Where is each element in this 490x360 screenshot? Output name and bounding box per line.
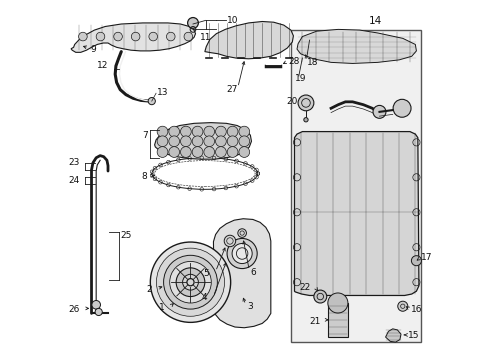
Text: 12: 12 <box>97 61 108 70</box>
Circle shape <box>169 136 179 147</box>
Text: 24: 24 <box>69 176 80 185</box>
Circle shape <box>227 147 238 157</box>
Circle shape <box>157 136 168 147</box>
Circle shape <box>238 229 246 237</box>
Text: 3: 3 <box>247 302 252 311</box>
Circle shape <box>216 136 226 147</box>
Text: 20: 20 <box>287 96 298 105</box>
Circle shape <box>227 126 238 137</box>
Text: 13: 13 <box>157 87 168 96</box>
Circle shape <box>180 136 191 147</box>
Circle shape <box>239 136 250 147</box>
Circle shape <box>96 32 105 41</box>
Polygon shape <box>386 329 401 342</box>
Circle shape <box>169 126 179 137</box>
Circle shape <box>328 293 348 313</box>
Bar <box>328 303 348 337</box>
Text: 11: 11 <box>200 33 212 42</box>
Circle shape <box>188 18 198 28</box>
Polygon shape <box>214 219 271 328</box>
Circle shape <box>239 126 250 137</box>
Circle shape <box>373 105 386 118</box>
Circle shape <box>169 147 179 157</box>
Text: 7: 7 <box>143 131 148 140</box>
Circle shape <box>412 256 421 266</box>
Polygon shape <box>294 132 419 296</box>
Circle shape <box>298 95 314 111</box>
Text: 23: 23 <box>69 158 80 167</box>
Circle shape <box>314 290 327 303</box>
Circle shape <box>92 301 100 309</box>
Polygon shape <box>155 123 251 159</box>
Text: 28: 28 <box>288 57 299 66</box>
Circle shape <box>95 309 102 316</box>
Circle shape <box>183 274 198 290</box>
Circle shape <box>204 126 215 137</box>
Circle shape <box>114 32 122 41</box>
Circle shape <box>78 32 87 41</box>
Text: 6: 6 <box>250 268 256 277</box>
Text: 25: 25 <box>120 231 132 240</box>
Circle shape <box>180 126 191 137</box>
Text: 16: 16 <box>411 305 422 314</box>
Text: 9: 9 <box>90 45 96 54</box>
Text: 18: 18 <box>307 58 318 67</box>
Text: 14: 14 <box>369 16 382 26</box>
Polygon shape <box>205 22 294 59</box>
Bar <box>291 30 421 342</box>
Circle shape <box>398 301 408 311</box>
Circle shape <box>192 126 203 137</box>
Circle shape <box>393 99 411 117</box>
Text: 19: 19 <box>295 75 307 84</box>
Polygon shape <box>297 30 416 63</box>
Circle shape <box>149 32 157 41</box>
Circle shape <box>180 147 191 157</box>
Circle shape <box>204 147 215 157</box>
Text: 21: 21 <box>310 317 321 326</box>
Circle shape <box>156 248 224 316</box>
Circle shape <box>227 238 257 269</box>
Circle shape <box>167 32 175 41</box>
Circle shape <box>148 98 155 105</box>
Circle shape <box>224 235 236 247</box>
Text: 17: 17 <box>421 253 432 262</box>
Text: 1: 1 <box>159 303 164 312</box>
Circle shape <box>216 147 226 157</box>
Circle shape <box>176 268 205 297</box>
Circle shape <box>157 147 168 157</box>
Polygon shape <box>71 23 196 52</box>
Text: 22: 22 <box>299 283 310 292</box>
Circle shape <box>164 255 218 309</box>
Circle shape <box>150 242 231 322</box>
Text: 15: 15 <box>408 332 419 341</box>
Text: 27: 27 <box>227 85 238 94</box>
Circle shape <box>227 136 238 147</box>
Circle shape <box>232 243 252 264</box>
Circle shape <box>304 118 308 122</box>
Circle shape <box>192 136 203 147</box>
Circle shape <box>184 32 193 41</box>
Circle shape <box>157 126 168 137</box>
Circle shape <box>216 126 226 137</box>
Text: 5: 5 <box>203 269 209 278</box>
Text: 2: 2 <box>146 285 152 294</box>
Text: 4: 4 <box>202 293 207 302</box>
Text: 10: 10 <box>227 16 239 25</box>
Circle shape <box>192 147 203 157</box>
Text: 26: 26 <box>68 305 79 314</box>
Circle shape <box>131 32 140 41</box>
Circle shape <box>170 261 211 303</box>
Circle shape <box>239 147 250 157</box>
Text: 8: 8 <box>142 172 147 181</box>
Circle shape <box>204 136 215 147</box>
